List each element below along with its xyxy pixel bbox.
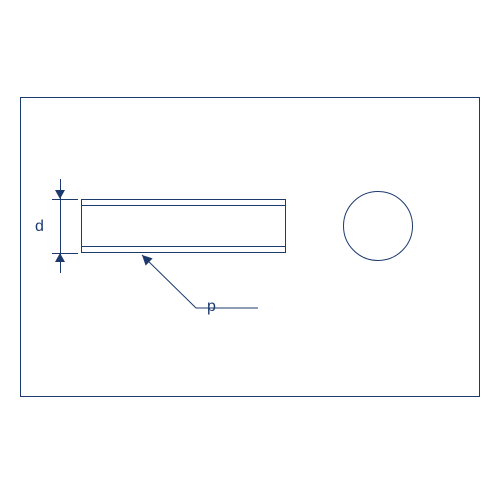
dim-d-arrow-bottom (55, 253, 65, 262)
dim-d-label: d (35, 218, 44, 236)
leader-p-label: p (207, 298, 216, 316)
dim-d-ext-top (52, 199, 78, 200)
leader-p-line (0, 0, 1, 1)
diagram-stage: { "canvas": { "width": 500, "height": 50… (0, 0, 500, 500)
dim-d-arrow-top (55, 190, 65, 199)
